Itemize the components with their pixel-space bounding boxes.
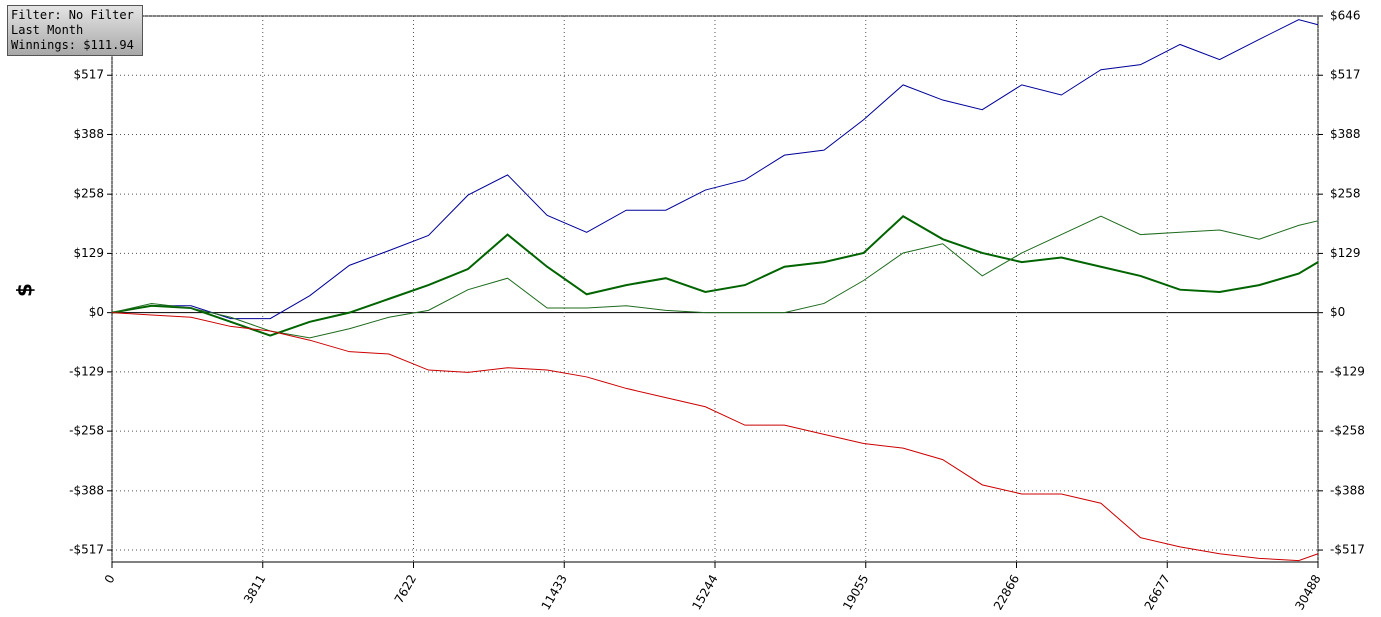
x-tick-label: 0 xyxy=(102,572,118,586)
x-tick-label: 11433 xyxy=(539,572,570,612)
y2-tick-label: $0 xyxy=(1330,305,1345,319)
info-box: Filter: No Filter Last Month Winnings: $… xyxy=(7,5,143,56)
y-tick-label: -$388 xyxy=(69,483,104,497)
y2-tick-label: -$129 xyxy=(1330,364,1365,378)
series-line xyxy=(111,19,1319,320)
x-tick-label: 3811 xyxy=(241,572,268,605)
y-axis-label: $ xyxy=(13,283,37,297)
y-tick-label: -$517 xyxy=(69,543,104,557)
period-text: Last Month xyxy=(11,23,84,37)
series-line xyxy=(111,214,1319,337)
x-tick-label: 7622 xyxy=(392,572,419,605)
series-line xyxy=(111,215,1319,339)
y-tick-label: $0 xyxy=(89,305,104,319)
y-tick-label: $129 xyxy=(73,246,104,260)
y2-tick-label: $517 xyxy=(1330,68,1361,82)
y2-tick-label: -$388 xyxy=(1330,483,1365,497)
x-tick-label: 30488 xyxy=(1292,572,1323,612)
y-tick-label: -$129 xyxy=(69,364,104,378)
x-tick-label: 22866 xyxy=(991,572,1022,612)
y2-tick-label: $646 xyxy=(1330,9,1361,23)
y-tick-label: -$258 xyxy=(69,424,104,438)
y2-tick-label: -$517 xyxy=(1330,543,1365,557)
filter-text: Filter: No Filter xyxy=(11,8,134,22)
series-line xyxy=(111,312,1319,562)
y-tick-label: $517 xyxy=(73,68,104,82)
y-tick-label: $388 xyxy=(73,127,104,141)
x-tick-label: 19055 xyxy=(840,572,871,612)
y2-tick-label: $388 xyxy=(1330,127,1361,141)
y-tick-label: $258 xyxy=(73,187,104,201)
y2-tick-label: $258 xyxy=(1330,187,1361,201)
x-tick-label: 26677 xyxy=(1142,572,1173,612)
y2-tick-label: -$258 xyxy=(1330,424,1365,438)
x-tick-label: 15244 xyxy=(689,572,720,612)
winnings-text: Winnings: $111.94 xyxy=(11,38,134,52)
y2-tick-label: $129 xyxy=(1330,246,1361,260)
